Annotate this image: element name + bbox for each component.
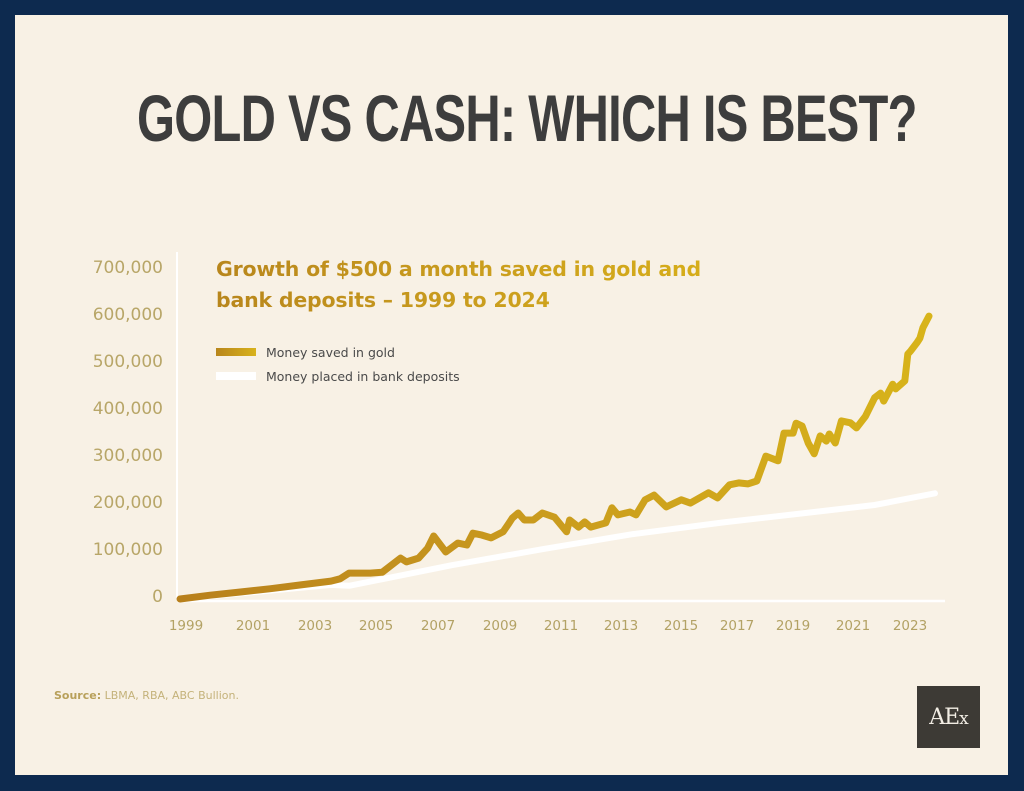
legend-item-gold: Money saved in gold: [216, 340, 460, 364]
source-note: Source: LBMA, RBA, ABC Bullion.: [54, 689, 239, 702]
aex-logo: AE x: [917, 686, 980, 748]
x-tick-label: 2009: [482, 618, 518, 634]
y-tick-label: 100,000: [92, 540, 163, 560]
chart-title-line-2: bank deposits – 1999 to 2024: [216, 288, 550, 312]
source-label: Source:: [54, 689, 102, 702]
x-tick-label: 1999: [168, 618, 204, 634]
y-tick-label: 500,000: [92, 352, 163, 372]
x-tick-label: 2011: [543, 618, 579, 634]
x-tick-label: 2021: [835, 618, 871, 634]
chart-legend: Money saved in gold Money placed in bank…: [216, 340, 460, 388]
y-tick-label: 400,000: [92, 399, 163, 419]
logo-main-text: AE: [929, 704, 960, 730]
x-tick-label: 2013: [603, 618, 639, 634]
y-tick-label: 300,000: [92, 446, 163, 466]
legend-label-gold: Money saved in gold: [266, 344, 395, 360]
infographic-panel: [15, 15, 1008, 775]
x-tick-label: 2019: [775, 618, 811, 634]
x-tick-label: 2003: [297, 618, 333, 634]
bank-deposits-line: [177, 490, 938, 602]
chart-title: Growth of $500 a month saved in gold and…: [216, 254, 701, 316]
bank-swatch-icon: [216, 372, 256, 380]
chart-title-line-1: Growth of $500 a month saved in gold and: [216, 257, 701, 281]
legend-item-bank: Money placed in bank deposits: [216, 364, 460, 388]
x-tick-label: 2001: [235, 618, 271, 634]
logo-sub-text: x: [959, 709, 969, 729]
x-tick-label: 2015: [663, 618, 699, 634]
x-tick-label: 2023: [892, 618, 928, 634]
x-tick-label: 2007: [420, 618, 456, 634]
gold-swatch-icon: [216, 348, 256, 356]
source-text: LBMA, RBA, ABC Bullion.: [101, 689, 239, 702]
x-tick-label: 2005: [358, 618, 394, 634]
legend-label-bank: Money placed in bank deposits: [266, 368, 460, 384]
y-tick-label: 200,000: [92, 493, 163, 513]
x-tick-label: 2017: [719, 618, 755, 634]
gold-line: [176, 312, 933, 603]
y-tick-label: 0: [152, 587, 163, 607]
y-tick-label: 700,000: [92, 258, 163, 278]
page-headline: GOLD VS CASH: WHICH IS BEST?: [137, 81, 917, 155]
y-tick-label: 600,000: [92, 305, 163, 325]
